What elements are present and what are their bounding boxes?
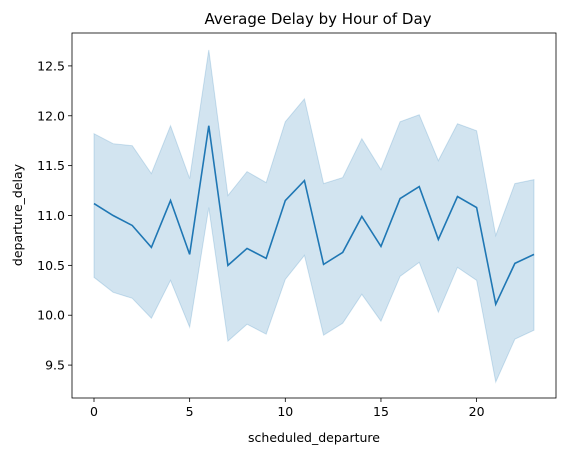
x-tick-label: 15 xyxy=(373,404,389,419)
confidence-band xyxy=(93,49,535,384)
y-axis-label: departure_delay xyxy=(10,163,25,266)
x-axis-label: scheduled_departure xyxy=(248,430,380,445)
x-tick-label: 0 xyxy=(90,404,98,419)
data-point xyxy=(513,262,516,265)
data-point xyxy=(475,206,478,209)
data-point xyxy=(360,215,363,218)
y-tick-label: 12.0 xyxy=(37,108,65,123)
data-point xyxy=(494,303,497,306)
data-point xyxy=(246,247,249,250)
data-point xyxy=(456,195,459,198)
y-tick-label: 10.0 xyxy=(37,308,65,323)
data-point xyxy=(303,179,306,182)
chart-title: Average Delay by Hour of Day xyxy=(204,10,431,28)
y-tick-label: 9.5 xyxy=(45,358,65,373)
data-point xyxy=(437,238,440,241)
series-line xyxy=(93,125,535,307)
y-tick-label: 12.5 xyxy=(37,58,65,73)
data-point xyxy=(188,253,191,256)
data-point xyxy=(322,263,325,266)
y-tick-label: 11.5 xyxy=(37,158,65,173)
y-tick-label: 11.0 xyxy=(37,208,65,223)
data-point xyxy=(169,199,172,202)
data-point xyxy=(226,264,229,267)
plot-background xyxy=(72,33,556,398)
data-point xyxy=(207,124,210,127)
data-point xyxy=(150,246,153,249)
x-tick-label: 20 xyxy=(469,404,485,419)
data-point xyxy=(341,251,344,254)
data-point xyxy=(112,214,115,217)
data-point xyxy=(533,253,536,256)
data-point xyxy=(418,185,421,188)
data-point xyxy=(265,257,268,260)
data-point xyxy=(93,202,96,205)
data-point xyxy=(131,224,134,227)
x-tick-label: 5 xyxy=(186,404,194,419)
y-tick-label: 10.5 xyxy=(37,258,65,273)
x-tick-label: 10 xyxy=(277,404,293,419)
data-point xyxy=(399,197,402,200)
data-point xyxy=(379,245,382,248)
data-point xyxy=(284,199,287,202)
